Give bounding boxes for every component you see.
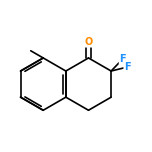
Text: F: F bbox=[119, 54, 126, 64]
Text: O: O bbox=[84, 37, 93, 47]
Text: F: F bbox=[124, 62, 131, 72]
